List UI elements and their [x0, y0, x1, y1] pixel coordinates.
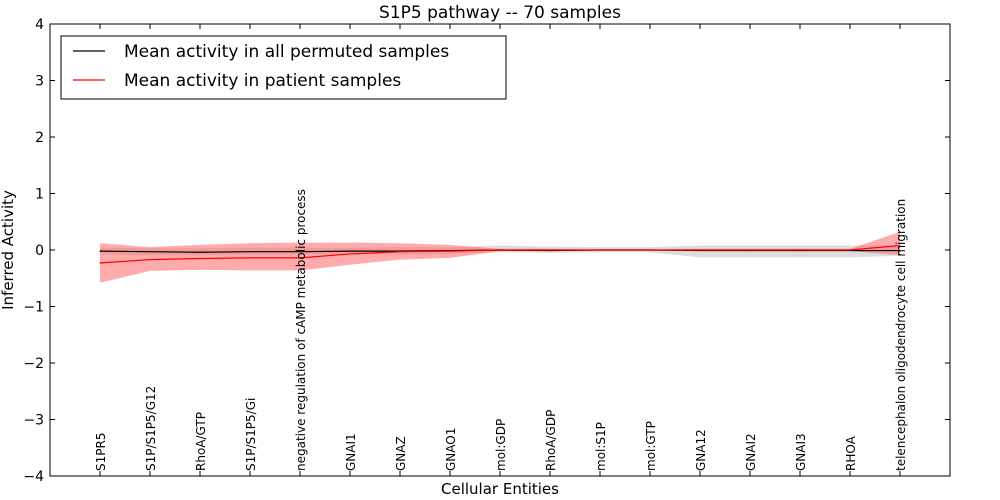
- category-label: mol:GDP: [494, 419, 508, 471]
- data-point-permuted: [199, 251, 201, 253]
- y-tick-label: −2: [23, 356, 44, 372]
- data-point-patient: [349, 253, 351, 255]
- category-label: S1PR5: [94, 433, 108, 471]
- data-point-patient: [649, 249, 651, 251]
- data-point-patient: [599, 249, 601, 251]
- data-point-patient: [149, 259, 151, 261]
- data-point-permuted: [249, 251, 251, 253]
- category-label: RhoA/GTP: [194, 412, 208, 471]
- data-point-permuted: [349, 250, 351, 252]
- x-axis-label: Cellular Entities: [441, 480, 559, 498]
- data-point-patient: [749, 249, 751, 251]
- y-axis: −4 −3 −2 −1 0 1 2 3 4: [23, 17, 950, 485]
- data-point-patient: [249, 257, 251, 259]
- data-point-patient: [199, 257, 201, 260]
- category-label: GNA12: [694, 429, 708, 471]
- category-label: GNAO1: [444, 428, 458, 471]
- data-point-patient: [899, 244, 901, 247]
- category-labels: S1PR5 S1P/S1P5/G12 RhoA/GTP S1P/S1P5/Gi nega…: [94, 189, 908, 471]
- data-point-permuted: [899, 249, 901, 252]
- data-point-patient: [549, 249, 551, 251]
- category-label: GNAI3: [794, 433, 808, 471]
- data-point-permuted: [299, 251, 301, 253]
- y-tick-label: 0: [35, 243, 44, 259]
- legend-label-permuted: Mean activity in all permuted samples: [124, 42, 449, 62]
- category-label: S1P/S1P5/G12: [144, 386, 158, 471]
- data-point-patient: [499, 249, 501, 251]
- legend: Mean activity in all permuted samples Me…: [60, 35, 507, 100]
- y-tick-label: −4: [23, 469, 44, 485]
- category-label: mol:GTP: [644, 421, 658, 471]
- category-label: S1P/S1P5/Gi: [244, 398, 258, 471]
- data-point-permuted: [99, 250, 101, 252]
- category-label: RHOA: [844, 435, 858, 471]
- y-tick-label: 4: [35, 17, 44, 33]
- data-point-patient: [799, 249, 801, 251]
- band-patient: [100, 231, 900, 283]
- category-label: RhoA/GDP: [544, 410, 558, 471]
- y-tick-label: −3: [23, 413, 44, 429]
- chart-title: S1P5 pathway -- 70 samples: [379, 3, 621, 23]
- y-tick-label: 3: [35, 74, 44, 90]
- y-axis-label: Inferred Activity: [0, 190, 17, 310]
- category-label: GNAI1: [344, 433, 358, 471]
- series-lines: [99, 244, 901, 264]
- data-point-patient: [699, 249, 701, 251]
- legend-label-patient: Mean activity in patient samples: [124, 71, 401, 91]
- y-tick-label: 2: [35, 130, 44, 146]
- y-tick-label: −1: [23, 300, 44, 316]
- data-point-patient: [299, 257, 301, 259]
- data-point-patient: [99, 262, 101, 264]
- category-label: mol:S1P: [594, 422, 608, 471]
- data-point-patient: [849, 249, 851, 251]
- data-point-patient: [399, 251, 401, 253]
- category-label: GNAI2: [744, 433, 758, 471]
- x-axis: [99, 24, 901, 476]
- y-tick-label: 1: [35, 187, 44, 203]
- confidence-bands: [100, 231, 900, 283]
- data-point-permuted: [149, 251, 151, 253]
- data-point-patient: [449, 250, 451, 252]
- legend-box: [60, 35, 507, 100]
- category-label: GNAZ: [394, 436, 408, 471]
- category-label: telencephalon oligodendrocyte cell migra…: [894, 199, 908, 471]
- category-label: negative regulation of cAMP metabolic pr…: [294, 189, 308, 471]
